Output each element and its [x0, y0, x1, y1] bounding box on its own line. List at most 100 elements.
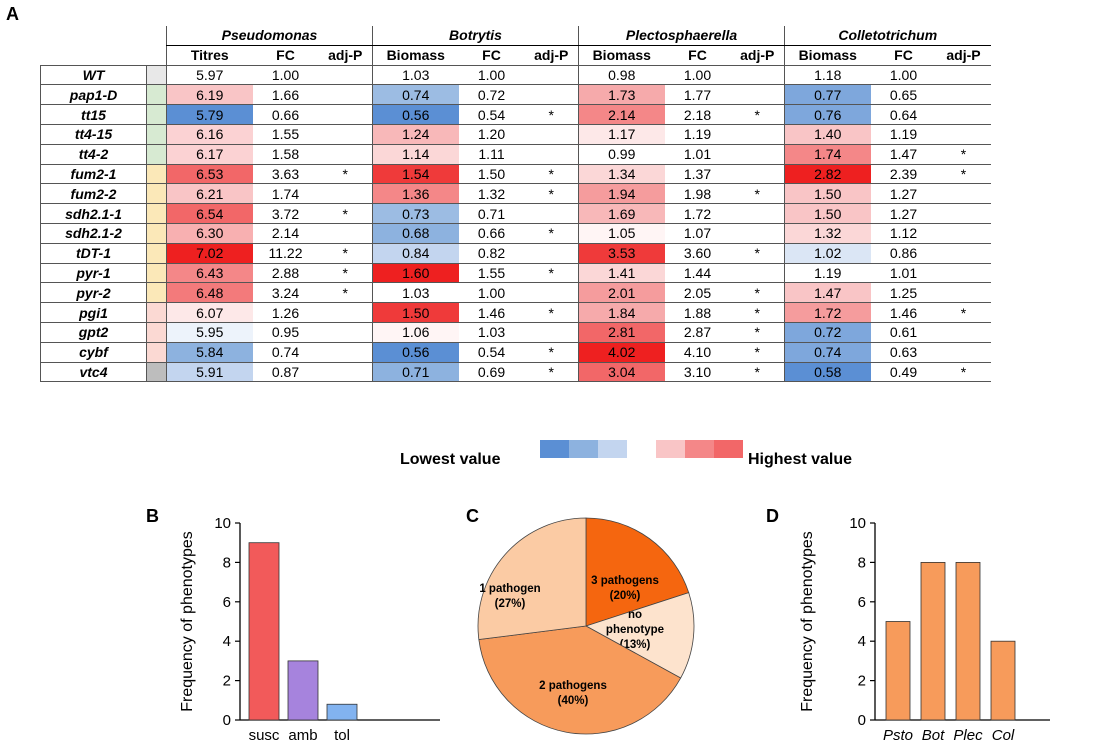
column-header: FC	[252, 45, 319, 66]
fc-cell: 1.19	[664, 124, 731, 145]
y-tick-label: 2	[858, 673, 866, 690]
legend-low-label: Lowest value	[400, 451, 501, 468]
adjp-cell	[936, 84, 991, 106]
column-header: adj-P	[730, 45, 785, 66]
pathogen-header: Plectosphaerella	[578, 26, 785, 46]
fc-cell: 4.10	[664, 342, 731, 363]
adjp-cell	[524, 322, 579, 343]
value-cell: 6.17	[166, 144, 253, 165]
value-cell: 0.98	[578, 65, 665, 86]
value-cell: 0.99	[578, 144, 665, 165]
fc-cell: 1.37	[664, 164, 731, 185]
value-cell: 1.84	[578, 302, 665, 323]
value-cell: 0.72	[784, 322, 871, 343]
table-row: pyr-2 6.48 3.24 * 1.03 1.00 2.01 2.05 * 1.47 1.25	[40, 282, 991, 304]
fc-cell: 1.66	[252, 84, 319, 106]
fc-cell: 0.54	[458, 104, 525, 125]
table-row: pap1-D 6.19 1.66 0.74 0.72 1.73 1.77 0.77 0.65	[40, 84, 991, 106]
gene-label: tt4-2	[40, 144, 147, 165]
group-color-cell	[146, 164, 167, 185]
pie-slice	[585, 517, 690, 627]
legend-swatch	[569, 440, 598, 458]
fc-cell: 1.00	[252, 65, 319, 86]
fc-cell: 2.39	[870, 164, 937, 185]
legend-swatch	[656, 440, 685, 458]
gene-label: sdh2.1-1	[40, 203, 147, 224]
gene-label: pyr-1	[40, 263, 147, 284]
fc-cell: 0.63	[870, 342, 937, 363]
table-row: tt4-2 6.17 1.58 1.14 1.11 0.99 1.01 1.74 1.47 *	[40, 144, 991, 165]
adjp-cell: *	[524, 263, 579, 284]
fc-cell: 0.69	[458, 362, 525, 383]
gene-label: vtc4	[40, 362, 147, 383]
adjp-cell: *	[524, 302, 579, 323]
adjp-cell	[318, 223, 373, 244]
column-header: adj-P	[936, 45, 991, 66]
adjp-cell	[730, 144, 785, 165]
value-cell: 1.36	[372, 183, 459, 205]
group-color-cell	[146, 104, 167, 125]
bar-chart-phenotype-type: 0 2 4 6 8 10 Frequency of phenotypes susc amb tol	[179, 515, 440, 741]
group-color-cell	[146, 322, 167, 343]
group-color-cell	[146, 84, 167, 106]
fc-cell: 1.74	[252, 183, 319, 205]
value-cell: 1.05	[578, 223, 665, 244]
adjp-cell: *	[730, 342, 785, 363]
table-row: tDT-1 7.02 11.22 * 0.84 0.82 3.53 3.60 * 1.02 0.86	[40, 243, 991, 264]
fc-cell: 0.65	[870, 84, 937, 106]
table-body: WT 5.97 1.00 1.03 1.00 0.98 1.00 1.18 1.00 pap1-D…	[40, 64, 991, 383]
fc-cell: 1.00	[870, 65, 937, 86]
value-cell: 6.19	[166, 84, 253, 106]
adjp-cell	[936, 243, 991, 264]
fc-cell: 1.77	[664, 84, 731, 106]
table-row: WT 5.97 1.00 1.03 1.00 0.98 1.00 1.18 1.00	[40, 64, 991, 86]
adjp-cell	[936, 203, 991, 224]
adjp-cell: *	[730, 104, 785, 125]
adjp-cell	[936, 183, 991, 205]
fc-cell: 0.66	[252, 104, 319, 125]
fc-cell: 0.64	[870, 104, 937, 125]
adjp-cell: *	[936, 302, 991, 323]
value-cell: 2.14	[578, 104, 665, 125]
adjp-cell	[936, 282, 991, 304]
group-color-cell	[146, 124, 167, 145]
gene-label: WT	[40, 64, 147, 86]
adjp-cell: *	[524, 223, 579, 244]
value-cell: 5.95	[166, 322, 253, 343]
gene-label: sdh2.1-2	[40, 223, 147, 244]
panel-label-a: A	[6, 4, 19, 24]
table-row: tt4-15 6.16 1.55 1.24 1.20 1.17 1.19 1.40 1.19	[40, 124, 991, 145]
table-row: pyr-1 6.43 2.88 * 1.60 1.55 * 1.41 1.44 1.19 1.01	[40, 263, 991, 284]
value-cell: 6.30	[166, 223, 253, 244]
legend-swatch	[685, 440, 714, 458]
fc-cell: 0.74	[252, 342, 319, 363]
adjp-cell	[936, 322, 991, 343]
adjp-cell: *	[318, 164, 373, 185]
fc-cell: 2.88	[252, 263, 319, 284]
value-cell: 0.77	[784, 84, 871, 106]
fc-cell: 3.24	[252, 282, 319, 304]
adjp-cell	[936, 263, 991, 284]
adjp-cell: *	[318, 263, 373, 284]
pie-label: phenotype	[606, 624, 664, 636]
adjp-cell: *	[524, 104, 579, 125]
y-tick-label: 6	[858, 594, 866, 611]
table-row: pgi1 6.07 1.26 1.50 1.46 * 1.84 1.88 * 1.72 1.46 *	[40, 302, 991, 323]
table-row: vtc4 5.91 0.87 0.71 0.69 * 3.04 3.10 * 0.58 0.49 *	[40, 362, 991, 383]
adjp-cell	[524, 84, 579, 106]
legend-swatch	[627, 440, 656, 458]
gene-label: gpt2	[40, 322, 147, 343]
value-cell: 6.48	[166, 282, 253, 304]
fc-cell: 1.55	[252, 124, 319, 145]
adjp-cell	[318, 302, 373, 323]
y-tick-label: 0	[858, 712, 866, 729]
pie-chart-pathogen-count: 3 pathogens (20%) no phenotype (13%) 2 pathog…	[477, 517, 695, 735]
gene-label: tt4-15	[40, 124, 147, 145]
value-cell: 1.03	[372, 65, 459, 86]
table-row: cybf 5.84 0.74 0.56 0.54 * 4.02 4.10 * 0.74 0.63	[40, 342, 991, 363]
pie-pct-label: (27%)	[495, 598, 526, 610]
group-color-cell	[146, 362, 167, 383]
legend-swatch	[714, 440, 743, 458]
gene-label: pap1-D	[40, 84, 147, 106]
y-tick-label: 0	[223, 712, 231, 729]
